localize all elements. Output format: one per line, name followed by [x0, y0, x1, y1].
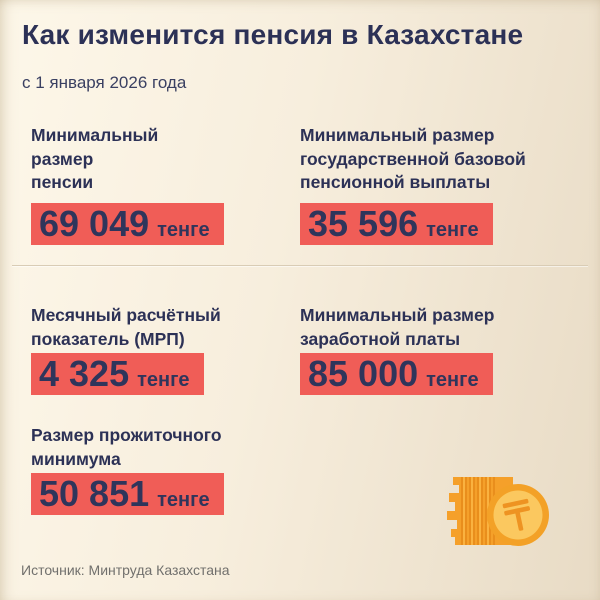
currency-label: тенге: [157, 489, 210, 511]
card-subsistence-minimum: Размер прожиточного минимума 50 851 тенг…: [31, 424, 291, 515]
card-label: Минимальный размер заработной платы: [300, 305, 495, 349]
card-label: Размер прожиточного минимума: [31, 425, 222, 469]
currency-label: тенге: [157, 219, 210, 241]
divider: [12, 265, 588, 266]
tenge-coins-icon: [437, 464, 555, 556]
card-label: Минимальный размер пенсии: [31, 125, 159, 192]
value-badge: 4 325 тенге: [31, 353, 204, 395]
value: 85 000: [308, 353, 419, 394]
value-badge: 69 049 тенге: [31, 203, 224, 245]
value: 50 851: [39, 473, 150, 514]
currency-label: тенге: [426, 219, 479, 241]
value-badge: 35 596 тенге: [300, 203, 493, 245]
value: 4 325: [39, 353, 130, 394]
card-min-base-pension-payment: Минимальный размер государственной базов…: [300, 124, 580, 245]
card-mrp: Месячный расчётный показатель (МРП) 4 32…: [31, 304, 291, 395]
value-badge: 85 000 тенге: [300, 353, 493, 395]
value: 35 596: [308, 203, 419, 244]
subtitle-date: с 1 января 2026 года: [22, 73, 187, 92]
page-title: Как изменится пенсия в Казахстане: [22, 19, 524, 50]
value: 69 049: [39, 203, 150, 244]
card-min-pension: Минимальный размер пенсии 69 049 тенге: [31, 124, 281, 245]
source-note: Источник: Минтруда Казахстана: [21, 562, 230, 578]
card-label: Месячный расчётный показатель (МРП): [31, 305, 221, 349]
currency-label: тенге: [426, 369, 479, 391]
card-min-wage: Минимальный размер заработной платы 85 0…: [300, 304, 580, 395]
value-badge: 50 851 тенге: [31, 473, 224, 515]
card-label: Минимальный размер государственной базов…: [300, 125, 526, 192]
currency-label: тенге: [137, 369, 190, 391]
